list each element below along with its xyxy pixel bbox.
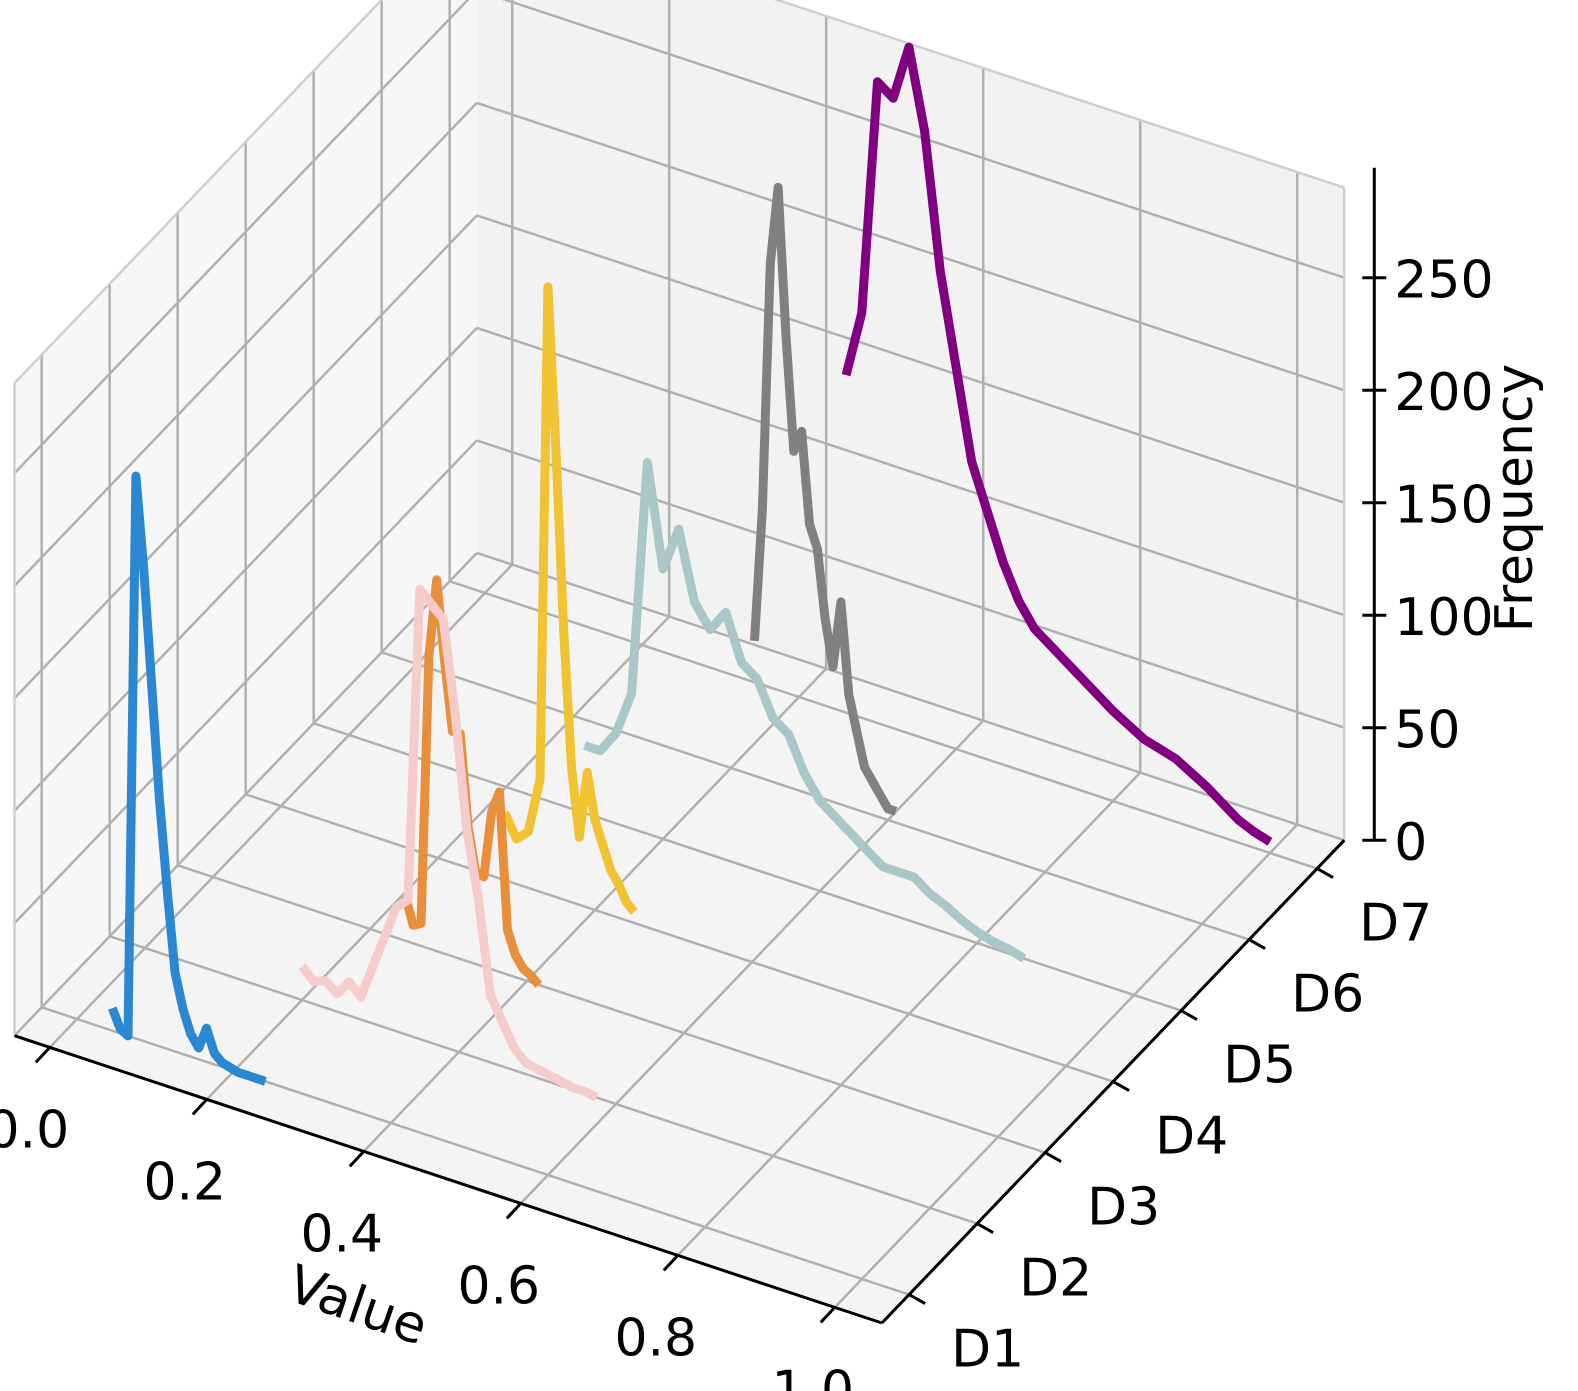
y-tick — [1248, 938, 1266, 950]
x-tick — [819, 1306, 836, 1324]
series-line-d4 — [500, 282, 638, 915]
z-tick-label: 50 — [1394, 701, 1460, 761]
z-tick-label: 0 — [1394, 813, 1427, 873]
y-tick — [1316, 867, 1334, 879]
gridline-side-z — [13, 327, 478, 812]
z-tick-label: 200 — [1394, 363, 1493, 423]
x-tick — [348, 1150, 365, 1168]
back-pane — [476, 0, 1345, 841]
x-tick — [505, 1202, 522, 1220]
gridline-back-z — [476, 214, 1345, 504]
gridline-side-z — [13, 439, 478, 925]
y-tick — [976, 1222, 994, 1234]
gridline-back-z — [476, 101, 1345, 392]
gridline-side-z — [13, 0, 470, 475]
x-tick-label: 0.4 — [300, 1204, 383, 1264]
y-tick — [1044, 1151, 1062, 1163]
x-tick-label: 0.0 — [0, 1100, 69, 1160]
z-tick-label: 250 — [1394, 251, 1493, 311]
y-tick-label: D7 — [1359, 894, 1432, 954]
gridline-side-z — [13, 102, 478, 587]
x-tick-label: 0.2 — [143, 1152, 226, 1212]
x-axis-line — [14, 1034, 883, 1325]
x-tick-label: 1.0 — [771, 1360, 854, 1391]
y-tick-label: D5 — [1223, 1036, 1296, 1096]
gridline-floor-y — [449, 580, 1318, 870]
series-line-d2 — [298, 584, 599, 1102]
gridline-back-z — [476, 439, 1345, 729]
pane-edge — [13, 0, 384, 385]
y-tick-label: D4 — [1155, 1107, 1228, 1167]
series-line-d5 — [583, 458, 1027, 963]
y-tick-label: D2 — [1019, 1249, 1092, 1309]
gridline-side-z — [13, 552, 478, 1037]
x-tick — [662, 1254, 679, 1272]
y-tick — [908, 1293, 926, 1305]
gridline-floor-y — [41, 1006, 910, 1296]
grid-lines — [13, 0, 1345, 1309]
x-tick-label: 0.6 — [457, 1256, 540, 1316]
y-tick — [1180, 1009, 1198, 1021]
gridline-back-z — [476, 551, 1345, 842]
series-line-d7 — [841, 42, 1273, 846]
gridline-back-z — [476, 326, 1345, 617]
x-tick — [191, 1098, 208, 1116]
z-tick-label: 100 — [1394, 588, 1493, 648]
series-layer — [108, 42, 1273, 1102]
gridline-back-z — [501, 0, 1345, 279]
x-tick — [34, 1046, 51, 1064]
z-tick-label: 150 — [1394, 476, 1493, 536]
x-axis-label: Value — [280, 1254, 435, 1357]
y-tick — [1112, 1080, 1130, 1092]
y-tick-label: D3 — [1087, 1178, 1160, 1238]
z-axis-label: Frequency — [1485, 364, 1545, 633]
gridline-floor-y — [109, 935, 978, 1225]
x-tick-label: 0.8 — [614, 1308, 697, 1368]
gridline-floor-y — [245, 793, 1114, 1083]
gridline-floor-y — [177, 864, 1046, 1154]
gridline-side-z — [13, 214, 478, 700]
y-tick-label: D1 — [951, 1320, 1024, 1380]
tick-labels: 0.0 0.2 0.4 0.6 0.8 1.0 D1 D2 D3 D4 D5 D6 D7 0 50 100 15… — [0, 251, 1494, 1391]
series-line-d6 — [750, 182, 898, 816]
series-line-d1 — [108, 471, 267, 1086]
y-tick-label: D6 — [1291, 965, 1364, 1025]
